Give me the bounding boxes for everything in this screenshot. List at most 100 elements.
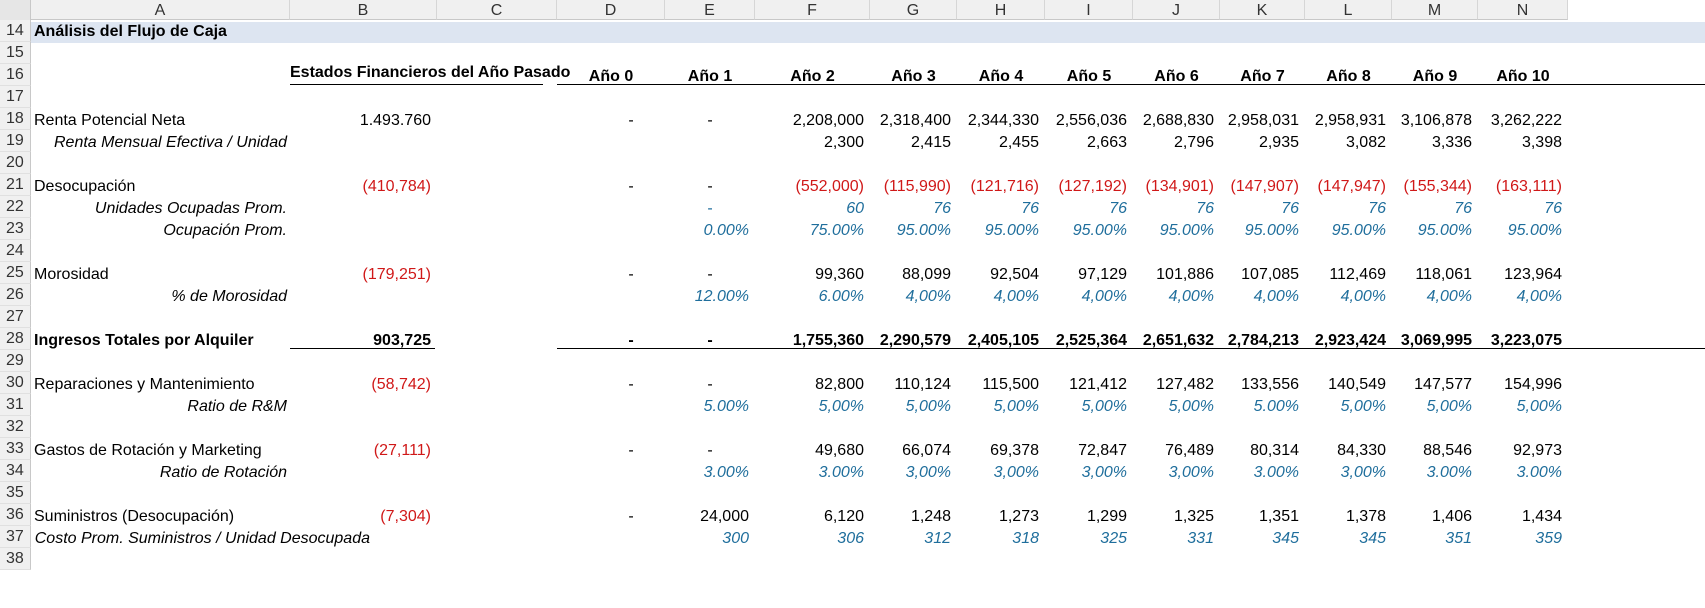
- cell-m34[interactable]: 3.00%: [1426, 464, 1472, 481]
- cell-j18[interactable]: 2,688,830: [1142, 112, 1214, 129]
- cell-i36[interactable]: 1,299: [1086, 508, 1127, 525]
- cell-h30[interactable]: 115,500: [982, 376, 1039, 393]
- cell-m30[interactable]: 147,577: [1414, 376, 1472, 393]
- cell-k33[interactable]: 80,314: [1250, 442, 1299, 459]
- cell-g28[interactable]: 2,290,579: [879, 332, 951, 349]
- cell-k36[interactable]: 1,351: [1258, 508, 1299, 525]
- cell-h25[interactable]: 92,504: [990, 266, 1039, 283]
- prior-year-cell-25[interactable]: (179,251): [362, 266, 432, 283]
- row-header-27[interactable]: 27: [0, 306, 31, 328]
- cell-g33[interactable]: 66,074: [902, 442, 951, 459]
- cell-m19[interactable]: 3,336: [1431, 134, 1472, 151]
- cell-f28[interactable]: 1,755,360: [792, 332, 864, 349]
- cell-i37[interactable]: 325: [1100, 530, 1127, 547]
- cell-j19[interactable]: 2,796: [1173, 134, 1214, 151]
- cell-l26[interactable]: 4,00%: [1340, 288, 1386, 305]
- cell-e30[interactable]: -: [707, 376, 713, 393]
- cell-f26[interactable]: 6.00%: [818, 288, 864, 305]
- cell-l36[interactable]: 1,378: [1345, 508, 1386, 525]
- cell-i30[interactable]: 121,412: [1069, 376, 1127, 393]
- row-header-18[interactable]: 18: [0, 108, 31, 130]
- cell-m21[interactable]: (155,344): [1403, 178, 1473, 195]
- row-header-36[interactable]: 36: [0, 504, 31, 526]
- cell-n21[interactable]: (163,111): [1495, 178, 1562, 195]
- prior-year-cell-33[interactable]: (27,111): [373, 442, 431, 459]
- cell-m37[interactable]: 351: [1445, 530, 1472, 547]
- cell-e21[interactable]: -: [707, 178, 713, 195]
- cell-m26[interactable]: 4,00%: [1426, 288, 1472, 305]
- cell-n22[interactable]: 76: [1544, 200, 1562, 217]
- row-header-29[interactable]: 29: [0, 350, 31, 372]
- year-header-3[interactable]: Año 3: [891, 68, 936, 85]
- row-header-37[interactable]: 37: [0, 526, 31, 548]
- row-header-20[interactable]: 20: [0, 152, 31, 174]
- cell-k31[interactable]: 5.00%: [1253, 398, 1299, 415]
- cell-e28[interactable]: -: [707, 332, 713, 349]
- year-header-4[interactable]: Año 4: [978, 68, 1024, 85]
- cell-e34[interactable]: 3.00%: [703, 464, 749, 481]
- cell-f33[interactable]: 49,680: [815, 442, 864, 459]
- row-header-28[interactable]: 28: [0, 328, 31, 350]
- cell-l31[interactable]: 5,00%: [1340, 398, 1386, 415]
- cell-l18[interactable]: 2,958,931: [1314, 112, 1386, 129]
- cell-d30[interactable]: -: [628, 376, 634, 393]
- cell-f25[interactable]: 99,360: [815, 266, 864, 283]
- cell-f22[interactable]: 60: [846, 200, 864, 217]
- row-header-32[interactable]: 32: [0, 416, 31, 438]
- cell-n31[interactable]: 5,00%: [1516, 398, 1562, 415]
- row-header-26[interactable]: 26: [0, 284, 31, 306]
- row-header-16[interactable]: 16: [0, 64, 31, 86]
- row-header-21[interactable]: 21: [0, 174, 31, 196]
- column-header-f[interactable]: F: [755, 0, 870, 20]
- row-header-23[interactable]: 23: [0, 218, 31, 240]
- cell-e22[interactable]: -: [707, 200, 713, 217]
- cell-l28[interactable]: 2,923,424: [1314, 332, 1386, 349]
- cell-m31[interactable]: 5,00%: [1426, 398, 1472, 415]
- year-header-6[interactable]: Año 6: [1154, 68, 1199, 85]
- cell-e25[interactable]: -: [707, 266, 713, 283]
- year-header-10[interactable]: Año 10: [1496, 68, 1550, 85]
- prior-year-cell-36[interactable]: (7,304): [380, 508, 431, 525]
- cell-h26[interactable]: 4,00%: [993, 288, 1039, 305]
- cell-j23[interactable]: 95.00%: [1159, 222, 1214, 239]
- column-header-m[interactable]: M: [1392, 0, 1478, 20]
- cell-j22[interactable]: 76: [1196, 200, 1214, 217]
- cell-e36[interactable]: 24,000: [700, 508, 749, 525]
- cell-d33[interactable]: -: [628, 442, 634, 459]
- cell-l19[interactable]: 3,082: [1345, 134, 1386, 151]
- cell-g31[interactable]: 5,00%: [905, 398, 951, 415]
- cell-l37[interactable]: 345: [1359, 530, 1386, 547]
- cell-l33[interactable]: 84,330: [1337, 442, 1386, 459]
- cell-f18[interactable]: 2,208,000: [792, 112, 864, 129]
- row-label-34[interactable]: Ratio de Rotación: [159, 464, 287, 481]
- cell-f19[interactable]: 2,300: [823, 134, 864, 151]
- cell-e37[interactable]: 300: [722, 530, 749, 547]
- sheet-title[interactable]: Análisis del Flujo de Caja: [34, 23, 227, 40]
- cell-g18[interactable]: 2,318,400: [879, 112, 951, 129]
- cell-n30[interactable]: 154,996: [1504, 376, 1562, 393]
- row-header-24[interactable]: 24: [0, 240, 31, 262]
- cell-n18[interactable]: 3,262,222: [1490, 112, 1562, 129]
- cell-e23[interactable]: 0.00%: [703, 222, 749, 239]
- cell-m23[interactable]: 95.00%: [1417, 222, 1472, 239]
- year-header-7[interactable]: Año 7: [1240, 68, 1285, 85]
- cell-j31[interactable]: 5,00%: [1168, 398, 1214, 415]
- cell-h36[interactable]: 1,273: [998, 508, 1039, 525]
- cell-f37[interactable]: 306: [837, 530, 864, 547]
- cell-f21[interactable]: (552,000): [795, 178, 865, 195]
- cell-h31[interactable]: 5,00%: [993, 398, 1039, 415]
- year-header-5[interactable]: Año 5: [1066, 68, 1112, 85]
- cell-i28[interactable]: 2,525,364: [1055, 332, 1127, 349]
- year-header-0[interactable]: Año 0: [588, 68, 634, 85]
- row-label-25[interactable]: Morosidad: [34, 266, 109, 283]
- column-header-g[interactable]: G: [870, 0, 957, 20]
- cell-k37[interactable]: 345: [1272, 530, 1299, 547]
- cell-i34[interactable]: 3,00%: [1081, 464, 1127, 481]
- cell-h34[interactable]: 3,00%: [993, 464, 1039, 481]
- row-label-22[interactable]: Unidades Ocupadas Prom.: [94, 200, 287, 217]
- row-header-22[interactable]: 22: [0, 196, 31, 218]
- cell-m25[interactable]: 118,061: [1415, 266, 1472, 283]
- cell-n36[interactable]: 1,434: [1521, 508, 1562, 525]
- year-header-2[interactable]: Año 2: [790, 68, 835, 85]
- cell-f23[interactable]: 75.00%: [809, 222, 864, 239]
